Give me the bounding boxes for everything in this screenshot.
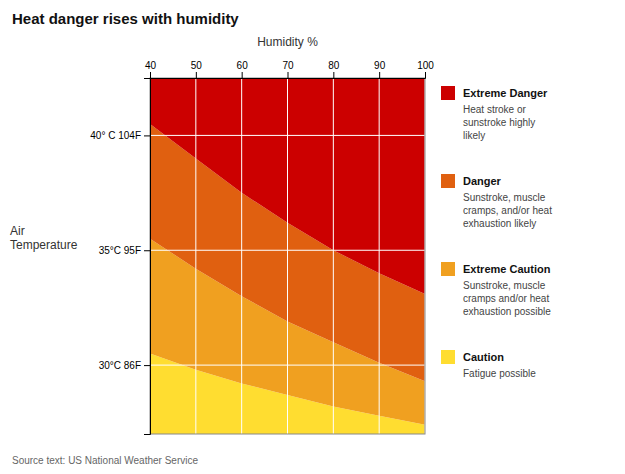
legend-item: Extreme Caution Sunstroke, musclecramps a… [441,262,551,317]
x-tick: 60 [237,60,249,78]
x-tick: 100 [417,60,434,78]
grid [150,78,425,434]
title: Heat danger rises with humidity [12,10,239,27]
legend-description: Fatigue possible [463,368,536,379]
x-tick-label: 80 [328,60,340,71]
legend-label: Extreme Danger [463,87,548,99]
legend-label: Extreme Caution [463,263,551,275]
x-tick: 90 [374,60,386,78]
legend-item: Caution Fatigue possible [441,350,536,379]
x-tick-mark [379,72,380,78]
legend-swatch [441,86,455,100]
y-tick-label: 35°C 95F [99,245,141,256]
x-tick: 80 [328,60,340,78]
x-axis-line [151,72,426,79]
y-tick-mark [144,135,150,136]
legend-description: Sunstroke, musclecramps and/or heatexhau… [463,280,551,317]
legend-label: Danger [463,175,502,187]
x-tick-label: 90 [374,60,386,71]
legend: Extreme Danger Heat stroke orsunstroke hi… [441,86,552,379]
grid-line-y [150,135,425,136]
y-axis: 30°C 86F 35°C 95F 40° C 104F [90,79,150,435]
x-tick-mark [196,72,197,78]
y-axis-title: AirTemperature [10,224,78,252]
y-tick-label: 30°C 86F [99,360,141,371]
y-tick-label: 40° C 104F [90,130,141,141]
legend-item: Extreme Danger Heat stroke orsunstroke hi… [441,86,548,141]
x-tick: 50 [191,60,203,78]
y-tick-mark [144,365,150,366]
x-tick-label: 50 [191,60,203,71]
y-tick: 30°C 86F [99,360,150,371]
x-tick-label: 100 [417,60,434,71]
x-tick-label: 60 [237,60,249,71]
plot-area [150,78,425,434]
x-tick-mark [333,72,334,78]
x-axis-title: Humidity % [257,35,318,49]
x-tick-mark [242,72,243,78]
grid-line-x [195,78,196,434]
grid-line-x [379,78,380,434]
y-tick: 35°C 95F [99,245,150,256]
grid-line-y [150,250,425,251]
x-tick: 40 [145,60,157,78]
grid-line-x [241,78,242,434]
legend-swatch [441,350,455,364]
chart: 40 50 60 70 80 90 100 30°C 86F 35°C 95F 40° C 104… [0,0,625,474]
legend-swatch [441,262,455,276]
legend-label: Caution [463,351,504,363]
legend-item: Danger Sunstroke, musclecramps, and/or he… [441,174,552,229]
y-tick-mark [144,250,150,251]
legend-swatch [441,174,455,188]
source: Source text: US National Weather Service [12,455,198,466]
plot-frame [150,78,425,434]
x-tick-mark [288,72,289,78]
y-tick: 40° C 104F [90,130,150,141]
x-axis: 40 50 60 70 80 90 100 [145,60,434,79]
y-axis-line [144,79,151,435]
x-tick-mark [150,72,151,78]
x-tick: 70 [282,60,294,78]
grid-line-x [287,78,288,434]
x-tick-label: 70 [282,60,294,71]
x-tick-mark [425,72,426,78]
grid-line-x [333,78,334,434]
legend-description: Sunstroke, musclecramps, and/or heatexha… [463,192,552,229]
legend-description: Heat stroke orsunstroke highlylikely [463,104,535,141]
x-tick-label: 40 [145,60,157,71]
grid-line-y [150,365,425,366]
